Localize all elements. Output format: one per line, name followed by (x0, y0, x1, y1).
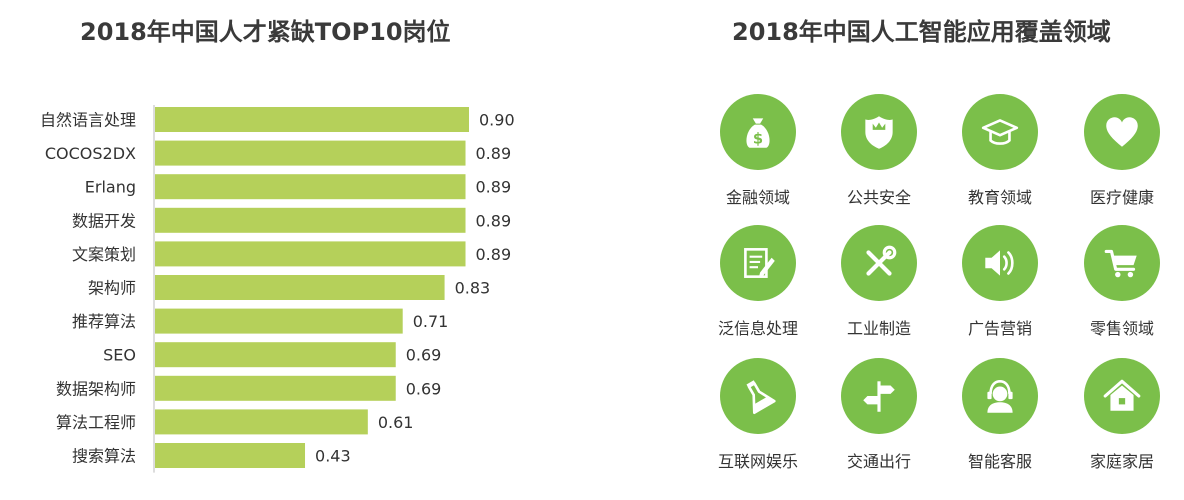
tile-entertainment: 互联网娱乐 (698, 358, 818, 472)
value-label: 0.89 (476, 178, 512, 197)
house-icon (1103, 379, 1141, 411)
category-label: 数据开发 (72, 211, 136, 230)
tile-industrial: 工业制造 (819, 225, 939, 339)
tile-transportation: 交通出行 (819, 358, 939, 472)
tile-label-finance: 金融领域 (725, 188, 790, 207)
category-label: 推荐算法 (72, 312, 136, 331)
finance-circle: $ (720, 94, 796, 170)
value-label: 0.89 (476, 211, 512, 230)
value-label: 0.89 (476, 245, 512, 264)
shopping-cart-icon (1104, 249, 1137, 278)
category-label: SEO (103, 346, 136, 365)
tile-label-customer-service: 智能客服 (967, 452, 1032, 471)
tile-customer-service: 智能客服 (940, 358, 1060, 472)
info-processing-circle (720, 225, 796, 301)
healthcare-circle (1084, 94, 1160, 170)
tile-label-public-safety: 公共安全 (846, 188, 911, 207)
tile-info-processing: 泛信息处理 (698, 225, 818, 339)
value-label: 0.71 (413, 312, 449, 331)
category-label: 算法工程师 (56, 413, 136, 432)
entertainment-circle (720, 358, 796, 434)
education-circle (962, 94, 1038, 170)
flask-icon (746, 380, 776, 414)
category-label: Erlang (85, 178, 136, 197)
category-label: COCOS2DX (45, 144, 136, 163)
heart-icon (1106, 117, 1138, 147)
bar (155, 409, 368, 435)
customer-service-circle (962, 358, 1038, 434)
bar (155, 174, 466, 200)
shield-icon (865, 116, 893, 149)
signpost-icon (863, 381, 895, 412)
public-safety-circle (841, 94, 917, 170)
tile-healthcare: 医疗健康 (1062, 94, 1182, 208)
tile-home: 家庭家居 (1062, 358, 1182, 472)
category-label: 搜索算法 (72, 447, 136, 466)
value-label: 0.69 (406, 346, 442, 365)
bar (155, 107, 469, 132)
advertising-circle (962, 225, 1038, 301)
home-circle (1084, 358, 1160, 434)
graduation-cap-icon (981, 119, 1019, 145)
speaker-icon (985, 250, 1014, 276)
bar (155, 342, 396, 368)
bar (155, 443, 306, 468)
value-label: 0.89 (476, 144, 512, 163)
retail-circle (1084, 225, 1160, 301)
svg-text:$: $ (753, 131, 763, 148)
talent-shortage-bar-chart: 自然语言处理 0.90 COCOS2DX 0.89 Erlang 0.89 数据开发 0.89… (40, 105, 515, 473)
tile-finance: $ 金融领域 (698, 94, 818, 208)
value-label: 0.43 (315, 447, 351, 466)
bar (155, 140, 466, 166)
bar (155, 375, 396, 401)
value-label: 0.69 (406, 379, 442, 398)
tile-education: 教育领域 (940, 94, 1060, 208)
category-label: 文案策划 (72, 245, 136, 264)
bar (155, 308, 403, 334)
transportation-circle (841, 358, 917, 434)
bar (155, 207, 466, 233)
category-label: 架构师 (88, 279, 136, 298)
category-label: 自然语言处理 (40, 111, 136, 130)
document-pencil-icon (744, 248, 775, 278)
value-label: 0.83 (455, 279, 491, 298)
tile-label-retail: 零售领域 (1089, 319, 1154, 338)
tile-label-transportation: 交通出行 (846, 452, 911, 471)
industrial-circle (841, 225, 917, 301)
tile-label-industrial: 工业制造 (846, 319, 911, 338)
tile-label-entertainment: 互联网娱乐 (717, 452, 798, 471)
tools-icon (866, 245, 897, 276)
value-label: 0.61 (378, 413, 414, 432)
tile-label-advertising: 广告营销 (967, 319, 1032, 338)
tile-label-healthcare: 医疗健康 (1089, 188, 1154, 207)
money-bag-icon: $ (746, 118, 770, 148)
value-label: 0.90 (479, 111, 515, 130)
tile-label-info-processing: 泛信息处理 (717, 319, 798, 338)
tile-public-safety: 公共安全 (819, 94, 939, 208)
tile-retail: 零售领域 (1062, 225, 1182, 339)
bar (155, 275, 445, 300)
tile-label-education: 教育领域 (967, 188, 1032, 207)
tile-advertising: 广告营销 (940, 225, 1060, 339)
tile-label-home: 家庭家居 (1089, 452, 1154, 471)
category-label: 数据架构师 (56, 379, 136, 398)
icon-grid-title: 2018年中国人工智能应用覆盖领域 (732, 18, 1111, 46)
customer-service-icon (987, 379, 1013, 413)
bar-chart-title: 2018年中国人才紧缺TOP10岗位 (80, 18, 451, 46)
bar (155, 241, 466, 267)
